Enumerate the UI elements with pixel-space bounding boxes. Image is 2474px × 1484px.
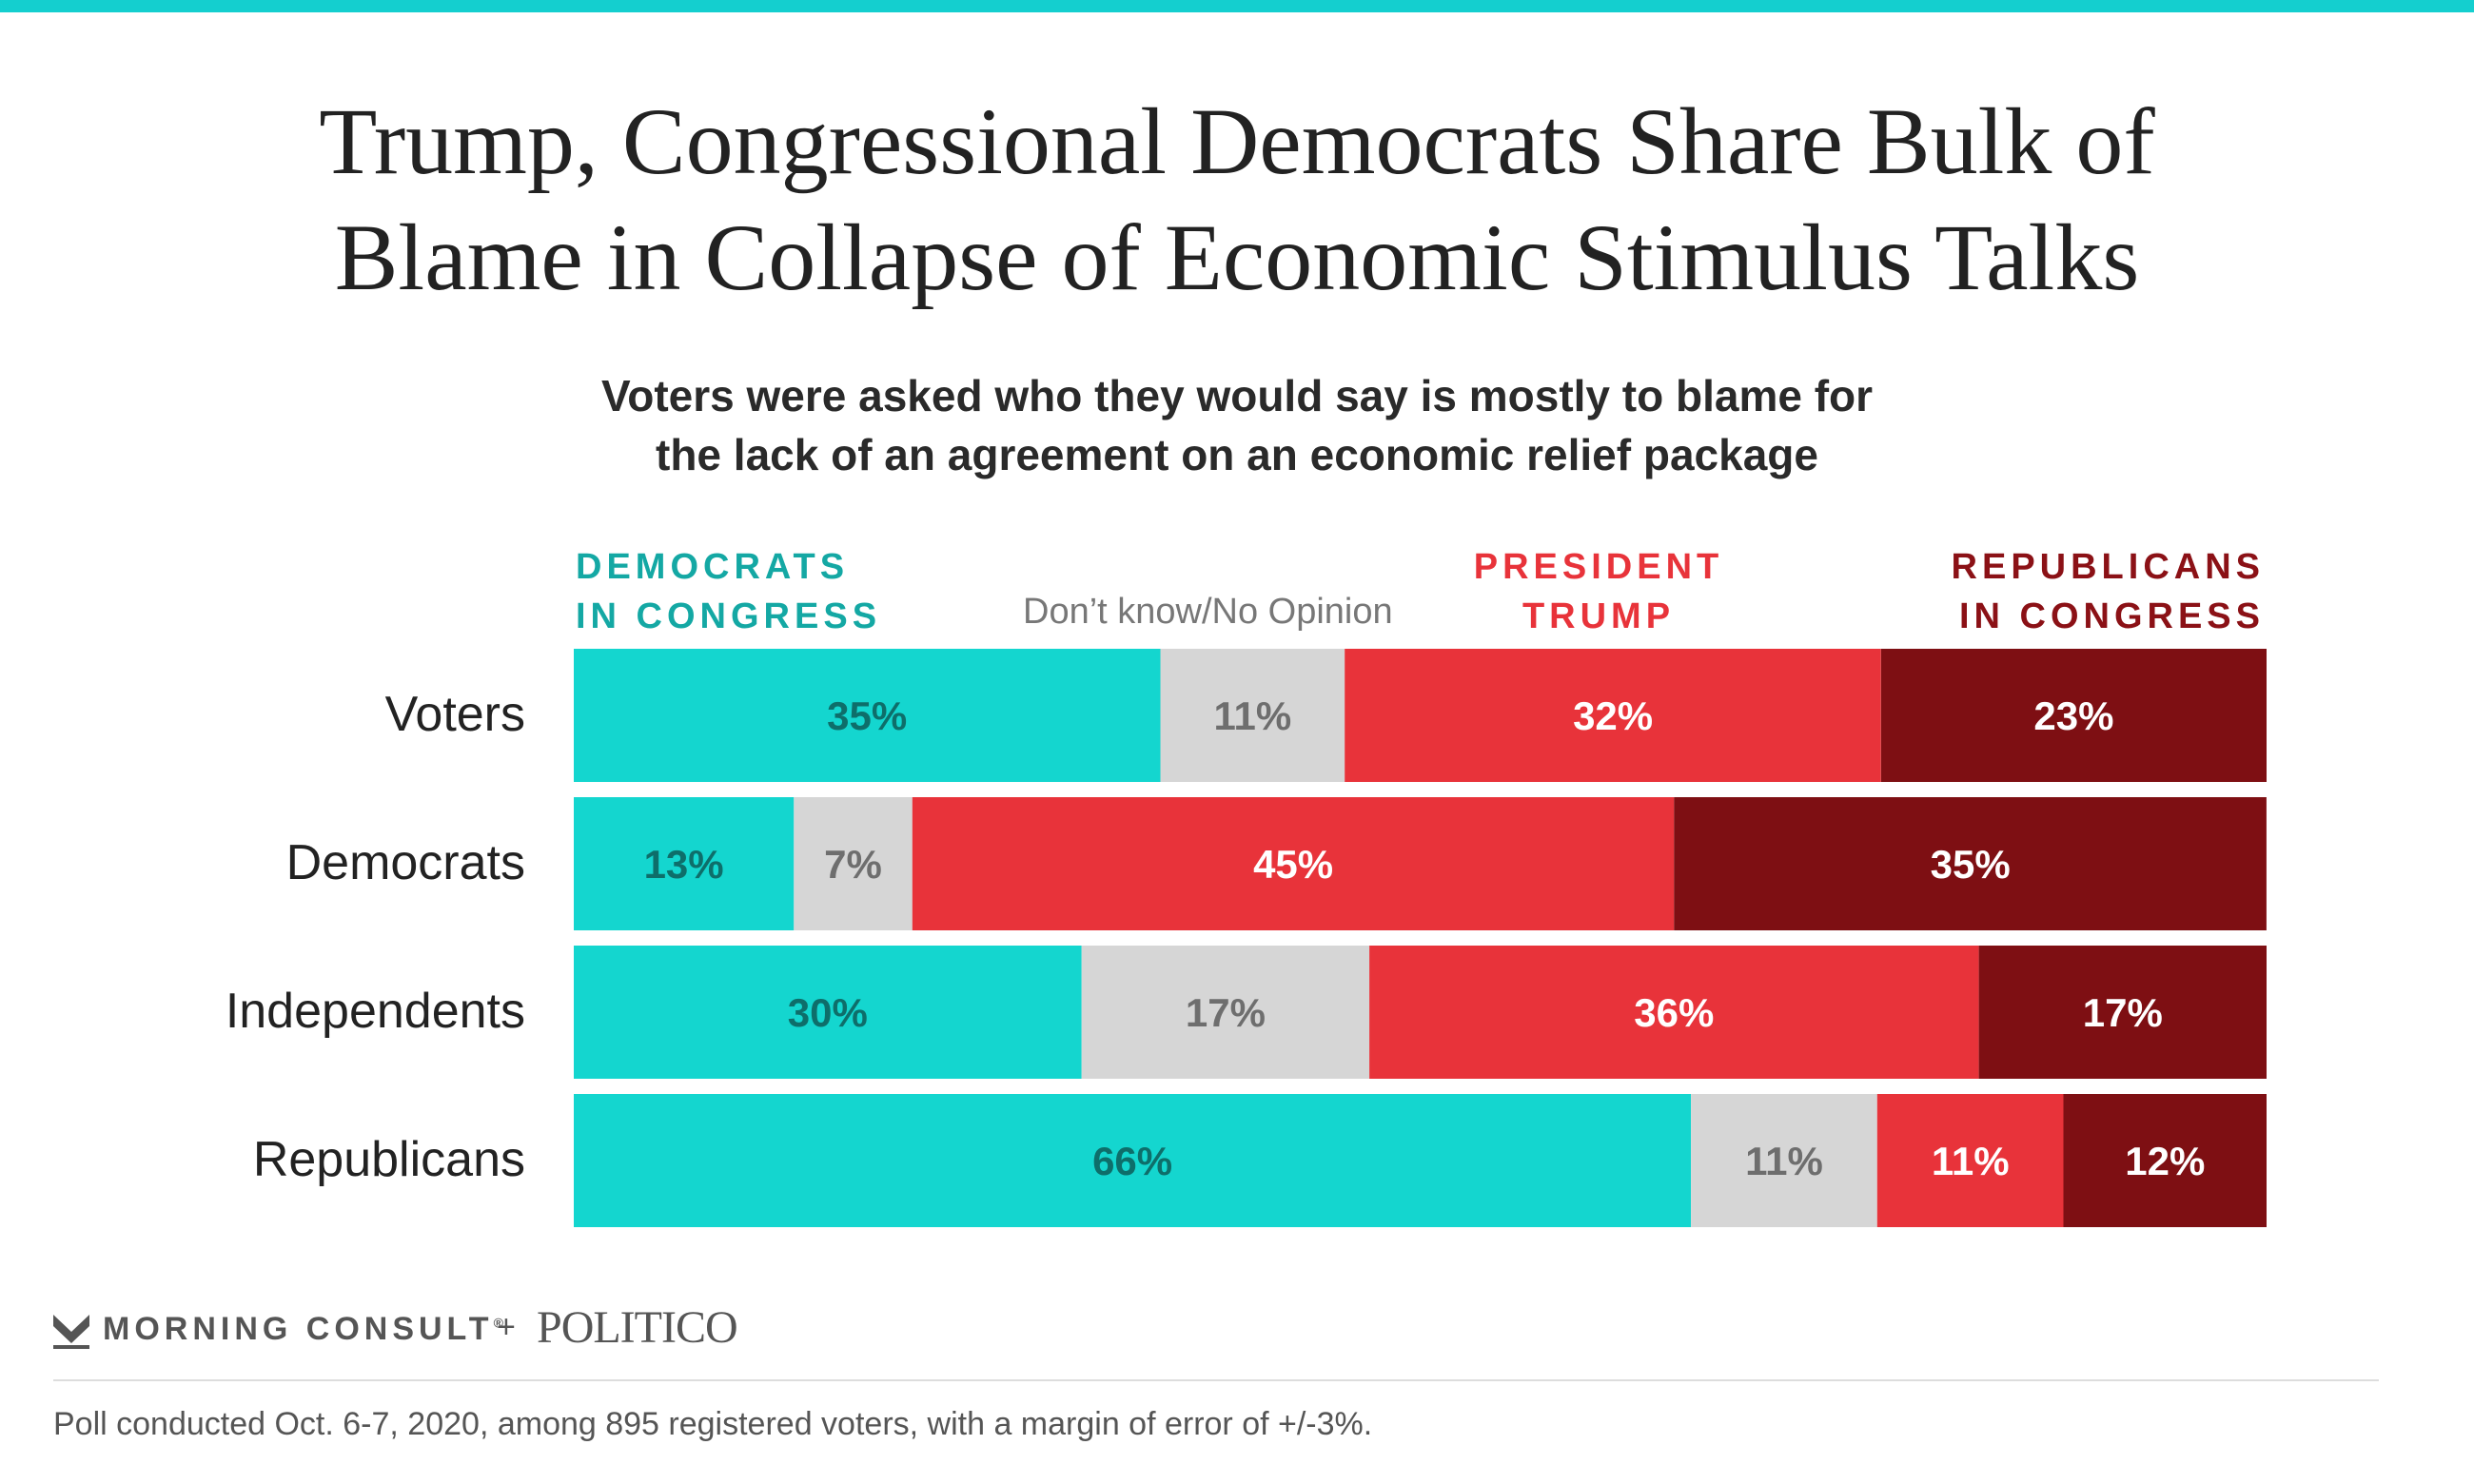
category-label-independents: Independents xyxy=(226,984,525,1039)
politico-wordmark: POLITICO xyxy=(537,1301,737,1354)
morning-consult-wordmark: MORNING CONSULT® xyxy=(103,1311,503,1348)
category-label-democrats: Democrats xyxy=(286,835,525,890)
data-label-dem-republicans: 66% xyxy=(1092,1139,1172,1183)
category-label-republicans: Republicans xyxy=(253,1132,525,1187)
data-label-dem-independents: 30% xyxy=(788,990,868,1035)
category-label-voters: Voters xyxy=(385,687,525,742)
branding-plus: + xyxy=(497,1309,516,1346)
data-label-dk-independents: 17% xyxy=(1186,990,1266,1035)
data-label-dk-republicans: 11% xyxy=(1745,1139,1823,1183)
data-label-trump-independents: 36% xyxy=(1634,990,1714,1035)
data-label-dk-democrats: 7% xyxy=(824,842,882,887)
data-label-rep-republicans: 12% xyxy=(2125,1139,2205,1183)
data-label-dk-voters: 11% xyxy=(1214,693,1292,738)
data-label-trump-republicans: 11% xyxy=(1932,1139,2010,1183)
data-label-trump-voters: 32% xyxy=(1573,693,1653,738)
data-label-rep-independents: 17% xyxy=(2083,990,2163,1035)
data-label-dem-democrats: 13% xyxy=(644,842,724,887)
data-label-rep-voters: 23% xyxy=(2033,693,2113,738)
morning-consult-name: MORNING CONSULT xyxy=(103,1311,494,1347)
footer-divider xyxy=(53,1379,2379,1381)
data-label-dem-voters: 35% xyxy=(827,693,907,738)
data-label-trump-democrats: 45% xyxy=(1253,842,1333,887)
morning-consult-logo-icon xyxy=(53,1315,89,1349)
stacked-bar-chart: Voters 35% 11% 32% 23% Democrats 13% 7% 45% 35% In… xyxy=(0,0,2474,1294)
data-label-rep-democrats: 35% xyxy=(1931,842,2011,887)
footnote: Poll conducted Oct. 6-7, 2020, among 895… xyxy=(53,1406,1372,1443)
